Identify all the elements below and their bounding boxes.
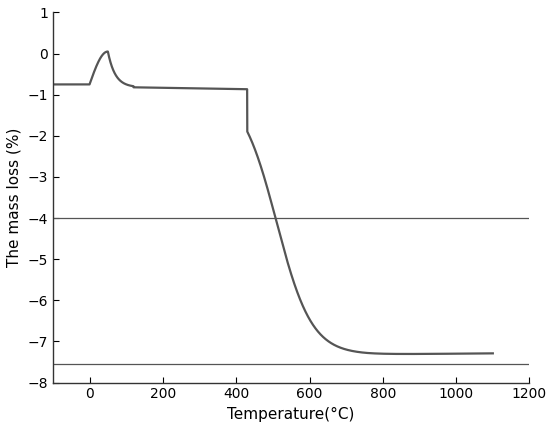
X-axis label: Temperature(°C): Temperature(°C) [228,407,355,422]
Y-axis label: The mass loss (%): The mass loss (%) [7,128,22,267]
